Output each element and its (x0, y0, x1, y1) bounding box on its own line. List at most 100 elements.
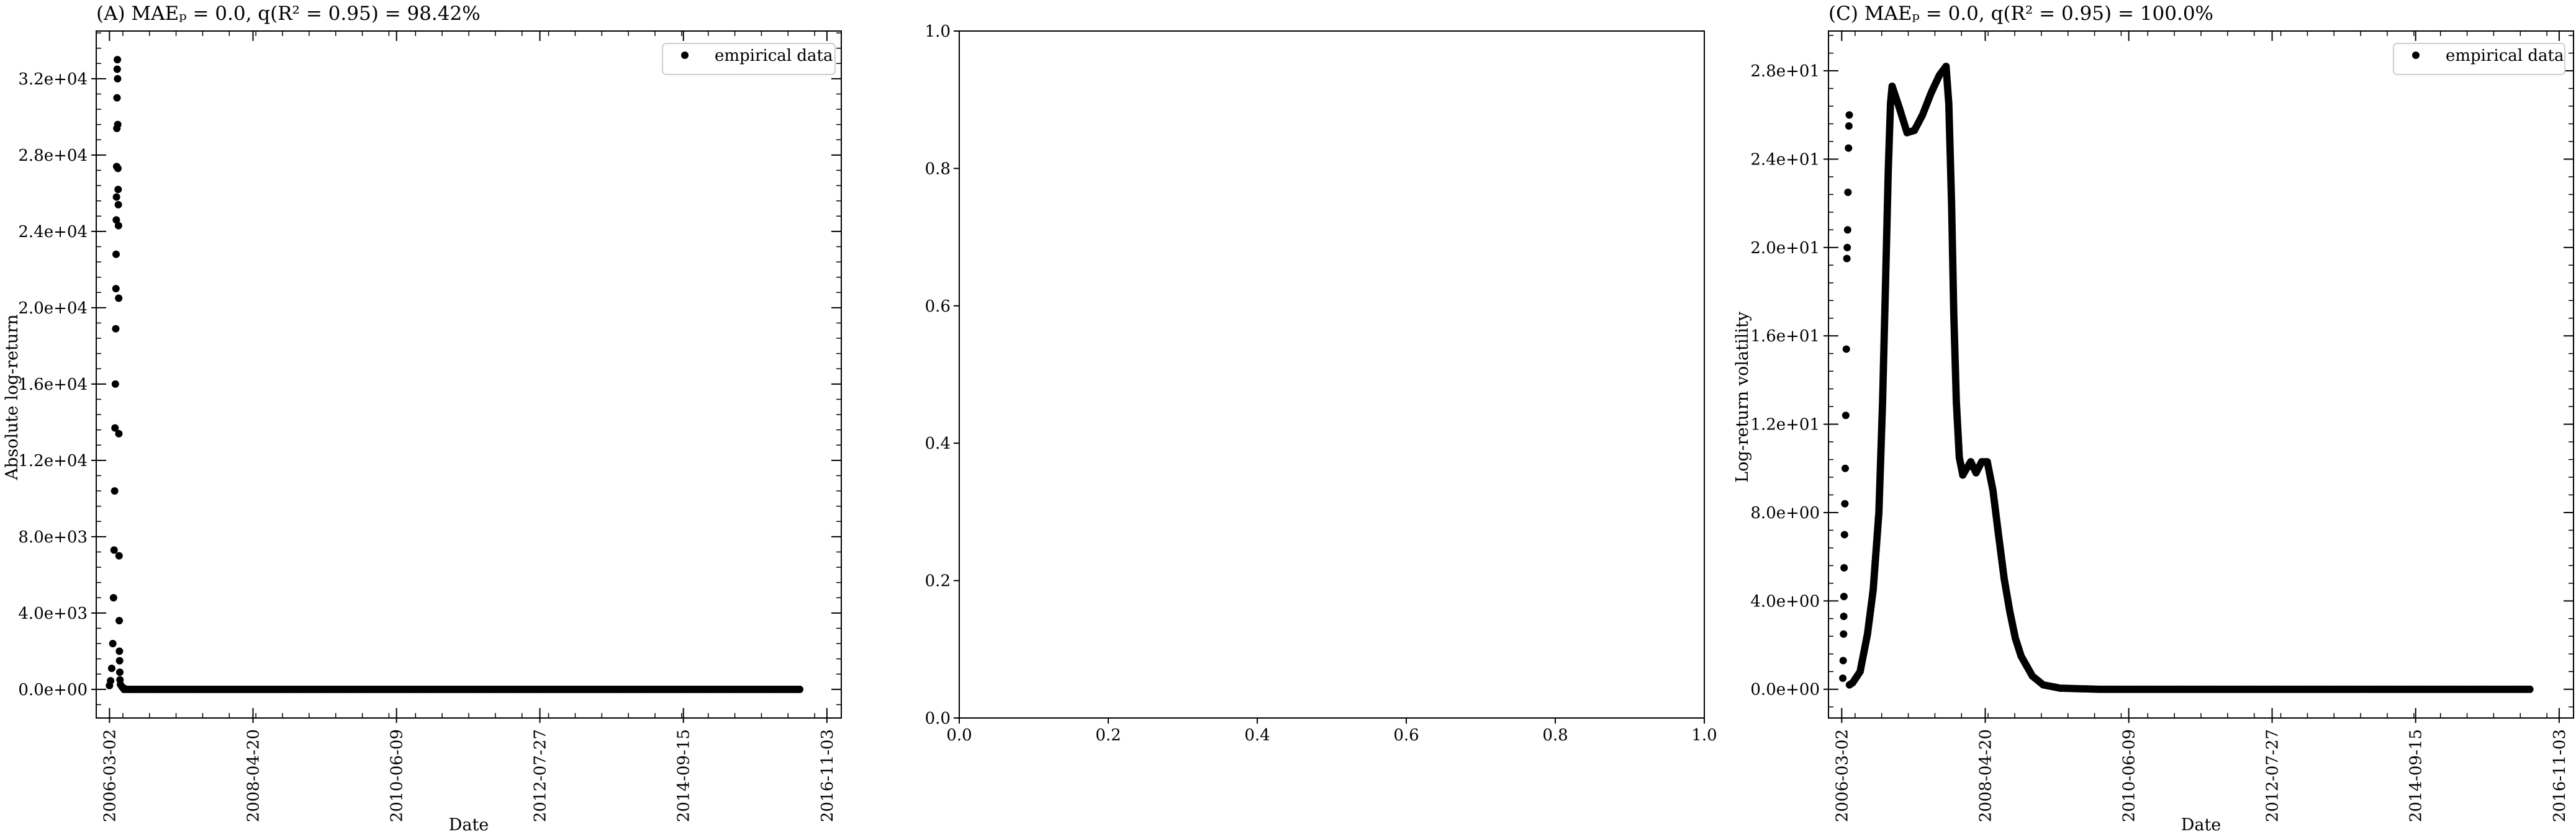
data-point (2526, 685, 2534, 693)
data-point (115, 617, 124, 625)
panel-c-y-tick-label: 1.2e+01 (1750, 416, 1820, 434)
data-point (111, 424, 119, 432)
panel-c-y-tick-label: 8.0e+00 (1750, 504, 1820, 523)
panel-b-y-tick-label: 0.0 (925, 709, 951, 728)
data-point (796, 685, 804, 693)
panel-a-points (106, 56, 804, 693)
panel-a-x-tick-label: 2008-04-20 (245, 729, 263, 822)
data-point (114, 222, 122, 230)
data-point (109, 640, 117, 648)
panel-c-plot-frame (1828, 30, 2574, 719)
panel-b-x-tick-label: 0.2 (1095, 726, 1121, 745)
panel-c-x-tick-label: 2008-04-20 (1977, 729, 1995, 822)
data-point (1840, 630, 1848, 638)
panel-a-x-tick-label: 2016-11-03 (818, 729, 837, 822)
data-point (1839, 657, 1847, 665)
panel-c-y-tick-label: 4.0e+00 (1750, 592, 1820, 611)
data-point (112, 216, 120, 224)
panel-a-legend: empirical data (662, 43, 836, 75)
panel-b-x-tick-label: 0.8 (1542, 726, 1568, 745)
data-point (114, 120, 122, 128)
panel-a-x-tick-label: 2014-09-15 (675, 729, 694, 822)
panel-c-legend-box (2393, 43, 2565, 75)
data-point (114, 200, 122, 209)
panel-a-y-tick-label: 1.6e+04 (18, 375, 88, 394)
panel-a-y-tick-label: 3.2e+04 (18, 70, 88, 89)
panel-c: 2006-03-02 2008-04-20 2010-06-09 2012-07-27… (1733, 2, 2574, 835)
data-point (114, 56, 122, 64)
panel-a-x-tick-label: 2010-06-09 (388, 729, 407, 822)
panel-c-x-tick-label: 2010-06-09 (2120, 729, 2139, 822)
panel-b-y-tick-label: 1.0 (925, 22, 951, 41)
panel-c-title: (C) MAEₚ = 0.0, q(R² = 0.95) = 100.0% (1828, 2, 2213, 25)
panel-a: 2006-03-02 2008-04-20 2010-06-09 2012-07-27… (2, 2, 842, 835)
panel-c-x-tick-label: 2012-07-27 (2264, 729, 2282, 822)
panel-b-x-tick-label: 0.4 (1244, 726, 1270, 745)
panel-a-plot-frame (96, 30, 842, 719)
panel-c-x-tick-label: 2014-09-15 (2407, 729, 2426, 822)
panel-c-x-tick-label: 2006-03-02 (1833, 729, 1851, 822)
panel-a-y-tick-label: 0.0e+00 (18, 681, 88, 699)
data-point (1845, 111, 1853, 119)
panel-c-y-tick-label: 2.0e+01 (1750, 239, 1820, 258)
panel-a-legend-marker (681, 52, 689, 59)
data-point (110, 546, 118, 554)
panel-a-legend-box (662, 43, 836, 75)
data-point (1843, 243, 1851, 251)
data-point (1845, 122, 1853, 130)
panel-a-ylabel: Absolute log-return (2, 314, 22, 480)
data-point (107, 677, 115, 685)
panel-c-xlabel: Date (2181, 815, 2221, 835)
data-point (1839, 674, 1847, 682)
data-point (1842, 345, 1850, 353)
panel-c-legend: empirical data (2393, 43, 2565, 75)
panel-a-axes: 2006-03-02 2008-04-20 2010-06-09 2012-07-27… (18, 30, 842, 822)
panel-c-y-tick-label: 0.0e+00 (1750, 681, 1820, 699)
data-point (115, 668, 124, 676)
panel-b-y-tick-label: 0.4 (925, 434, 951, 453)
data-point (115, 294, 123, 302)
panel-c-x-tick-label: 2016-11-03 (2551, 729, 2569, 822)
panel-a-y-tick-label: 2.8e+04 (18, 146, 88, 165)
panel-b-x-tick-label: 0.0 (946, 726, 972, 745)
panel-a-y-tick-label: 1.2e+04 (18, 452, 88, 470)
panel-a-y-tick-label: 4.0e+03 (18, 604, 88, 623)
panel-a-legend-label: empirical data (715, 47, 833, 65)
panel-a-y-tick-label: 8.0e+03 (18, 528, 88, 547)
panel-b-y-tick-label: 0.2 (925, 572, 951, 591)
panel-c-legend-marker (2412, 52, 2420, 59)
data-point (112, 325, 120, 333)
data-point (1840, 612, 1848, 621)
data-point (114, 186, 122, 194)
panel-b-x-tick-label: 1.0 (1691, 726, 1717, 745)
data-point (112, 250, 120, 258)
data-point (1840, 593, 1848, 601)
panel-c-y-tick-label: 2.4e+01 (1750, 150, 1820, 169)
panel-c-y-tick-label: 2.8e+01 (1750, 62, 1820, 81)
data-point (1843, 226, 1851, 234)
data-point (1844, 188, 1852, 196)
data-point (115, 657, 124, 665)
panel-c-y-tick-label: 1.6e+01 (1750, 327, 1820, 346)
data-point (113, 94, 121, 102)
panel-a-title: (A) MAEₚ = 0.0, q(R² = 0.95) = 98.42% (96, 2, 481, 25)
panel-b-plot-frame (959, 30, 1705, 719)
panel-c-points (1839, 62, 2534, 693)
data-point (111, 380, 119, 388)
panel-c-axes: 2006-03-02 2008-04-20 2010-06-09 2012-07-27… (1750, 30, 2574, 822)
panel-b-y-tick-label: 0.6 (925, 297, 951, 316)
data-point (112, 193, 120, 201)
panel-b: 0.0 0.2 0.4 0.6 0.8 1.0 0.0 0.2 0.4 0.6 0.8 1.0 (925, 22, 1717, 745)
panel-a-y-tick-label: 2.4e+04 (18, 223, 88, 241)
panel-c-legend-label: empirical data (2446, 47, 2564, 65)
data-point (112, 285, 120, 293)
data-point (1840, 531, 1848, 539)
data-point (111, 487, 119, 495)
data-point (115, 552, 123, 560)
data-point (115, 647, 124, 655)
data-point (1841, 464, 1849, 472)
data-point (114, 74, 122, 83)
panel-a-xlabel: Date (449, 815, 489, 835)
data-point (109, 594, 117, 602)
